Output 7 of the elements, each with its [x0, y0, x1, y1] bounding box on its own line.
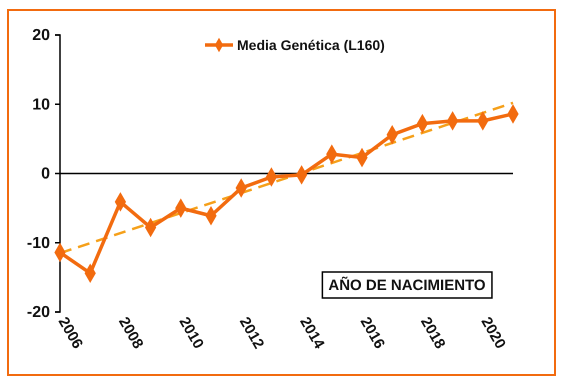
y-tick-label: -10	[26, 234, 50, 252]
y-tick-label: 0	[41, 166, 50, 183]
y-tick-label: 20	[32, 27, 50, 44]
x-axis-title: AÑO DE NACIMIENTO	[328, 276, 486, 294]
y-tick-label: -20	[26, 304, 50, 322]
legend-label: Media Genética (L160)	[237, 36, 385, 53]
y-tick-label: 10	[32, 96, 50, 114]
